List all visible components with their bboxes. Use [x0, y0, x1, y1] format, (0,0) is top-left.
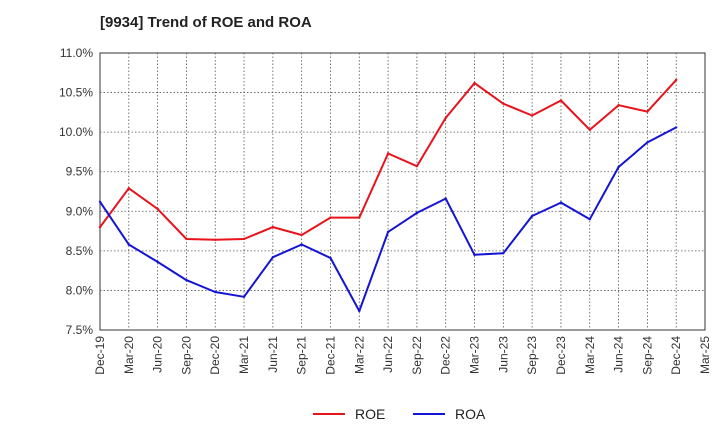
x-tick-label: Mar-22 [352, 336, 366, 374]
y-tick-label: 11.0% [60, 46, 93, 60]
legend-label-roa: ROA [455, 406, 486, 422]
data-point-roe [185, 237, 188, 241]
x-tick-label: Mar-23 [468, 336, 482, 374]
x-tick-label: Sep-21 [295, 336, 309, 375]
x-tick-label: Mar-20 [122, 336, 136, 374]
data-point-roa [271, 255, 275, 259]
data-point-roa [127, 243, 131, 246]
y-tick-label: 8.0% [66, 283, 94, 297]
x-tick-label: Sep-20 [179, 336, 193, 375]
data-point-roa [502, 252, 505, 255]
x-tick-label: Jun-21 [266, 336, 280, 373]
data-point-roe [473, 81, 476, 85]
data-point-roe [271, 225, 275, 229]
data-point-roe [358, 216, 361, 219]
x-tick-label: Mar-21 [237, 336, 251, 374]
legend-label-roe: ROE [355, 406, 385, 422]
data-point-roe [444, 116, 447, 120]
data-point-roa [415, 211, 419, 215]
data-point-roe [156, 207, 159, 211]
x-tick-label: Jun-23 [496, 336, 510, 373]
data-point-roa [300, 243, 303, 246]
x-tick-label: Mar-25 [698, 336, 712, 374]
data-point-roa [329, 256, 332, 260]
x-tick-label: Dec-24 [669, 336, 683, 375]
y-tick-label: 9.5% [66, 165, 94, 179]
data-point-roa [214, 290, 217, 294]
data-point-roa [185, 278, 188, 282]
data-point-roe [300, 233, 303, 237]
y-tick-label: 10.0% [59, 125, 93, 139]
data-point-roa [473, 253, 476, 257]
x-tick-label: Dec-21 [323, 336, 337, 375]
data-point-roe [329, 216, 332, 219]
data-point-roa [530, 214, 534, 218]
data-point-roa [98, 200, 102, 203]
data-point-roe [214, 238, 217, 241]
x-tick-label: Jun-20 [151, 336, 165, 373]
data-point-roa [242, 295, 246, 298]
data-point-roa [646, 141, 649, 144]
data-point-roe [98, 225, 102, 229]
x-tick-label: Dec-22 [439, 336, 453, 375]
data-point-roe [386, 152, 390, 155]
y-tick-label: 8.5% [66, 244, 94, 258]
y-tick-label: 7.5% [66, 323, 94, 337]
legend: ROE ROA [313, 406, 486, 422]
data-point-roa [617, 165, 620, 169]
x-tick-label: Sep-23 [525, 336, 539, 375]
data-point-roa [674, 126, 678, 129]
data-point-roe [588, 128, 591, 131]
data-point-roa [156, 260, 159, 264]
data-point-roe [674, 78, 678, 82]
x-tick-label: Mar-24 [583, 336, 597, 374]
data-point-roa [559, 201, 563, 204]
data-point-roa [386, 230, 390, 234]
data-point-roe [559, 99, 563, 102]
plot-area [99, 52, 706, 331]
x-tick-label: Dec-20 [208, 336, 222, 375]
data-point-roe [617, 104, 620, 107]
data-point-roe [415, 164, 419, 168]
x-tick-label: Sep-22 [410, 336, 424, 375]
x-tick-label: Jun-24 [612, 336, 626, 373]
x-tick-label: Sep-24 [640, 336, 654, 375]
y-tick-label: 10.5% [59, 86, 93, 100]
data-point-roe [530, 114, 534, 117]
x-tick-label: Dec-23 [554, 336, 568, 375]
data-point-roa [588, 218, 591, 221]
data-point-roe [646, 110, 649, 113]
data-point-roe [242, 237, 246, 241]
y-tick-label: 9.0% [66, 204, 94, 218]
x-tick-label: Dec-19 [93, 336, 107, 375]
x-tick-label: Jun-22 [381, 336, 395, 373]
data-point-roa [444, 197, 447, 200]
data-point-roe [127, 187, 131, 190]
data-point-roe [502, 102, 505, 105]
data-point-roa [358, 309, 361, 313]
chart-title: [9934] Trend of ROE and ROA [100, 14, 312, 31]
